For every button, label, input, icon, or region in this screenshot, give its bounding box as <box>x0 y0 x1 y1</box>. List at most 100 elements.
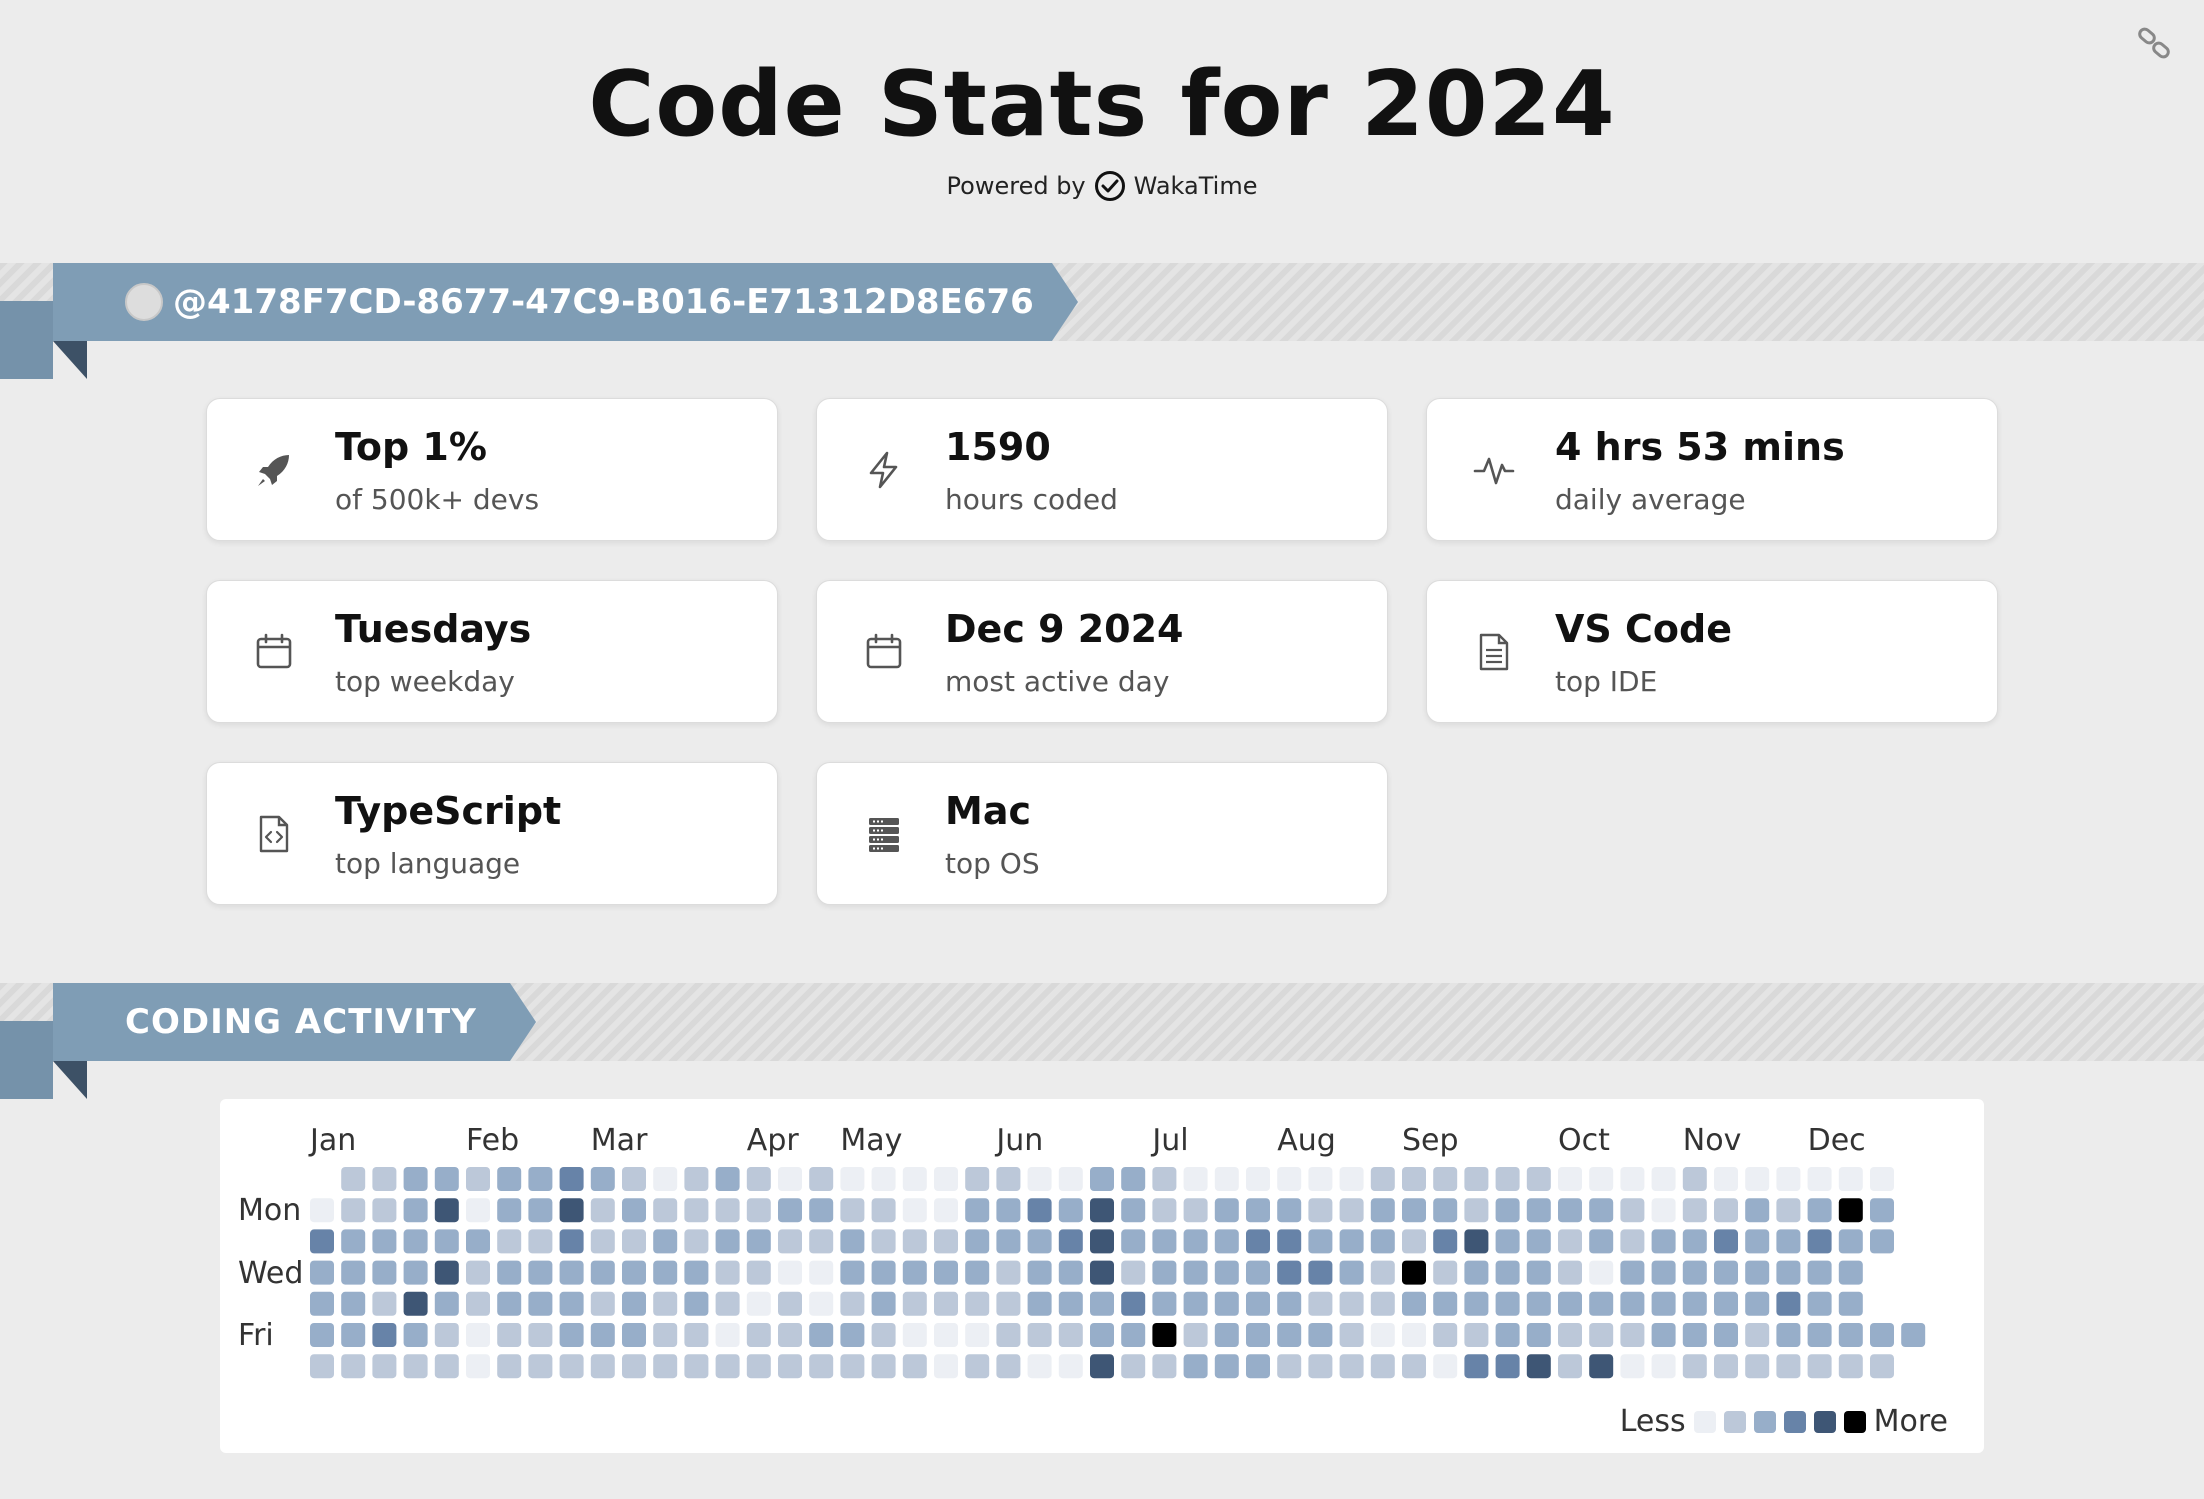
heatmap-cell[interactable] <box>1682 1229 1707 1254</box>
heatmap-cell[interactable] <box>1651 1260 1676 1285</box>
heatmap-cell[interactable] <box>1776 1229 1801 1254</box>
heatmap-cell[interactable] <box>1558 1323 1582 1347</box>
heatmap-cell[interactable] <box>497 1323 522 1347</box>
heatmap-cell[interactable] <box>1776 1198 1801 1223</box>
heatmap-cell[interactable] <box>528 1354 553 1379</box>
heatmap-cell[interactable] <box>1183 1291 1208 1316</box>
heatmap-cell[interactable] <box>1308 1260 1333 1285</box>
heatmap-cell[interactable] <box>996 1229 1021 1254</box>
heatmap-cell[interactable] <box>1308 1291 1333 1316</box>
heatmap-cell[interactable] <box>902 1229 927 1254</box>
heatmap-cell[interactable] <box>996 1198 1021 1223</box>
heatmap-cell[interactable] <box>1620 1260 1645 1285</box>
heatmap-cell[interactable] <box>653 1167 678 1191</box>
heatmap-cell[interactable] <box>1433 1229 1458 1254</box>
heatmap-cell[interactable] <box>466 1323 490 1347</box>
heatmap-cell[interactable] <box>1027 1323 1052 1347</box>
heatmap-cell[interactable] <box>1776 1260 1801 1285</box>
heatmap-cell[interactable] <box>1682 1167 1707 1191</box>
heatmap-cell[interactable] <box>1464 1167 1489 1191</box>
heatmap-cell[interactable] <box>1214 1323 1239 1347</box>
heatmap-cell[interactable] <box>1246 1260 1270 1285</box>
heatmap-cell[interactable] <box>1714 1323 1738 1347</box>
heatmap-cell[interactable] <box>528 1229 553 1254</box>
heatmap-cell[interactable] <box>590 1354 615 1379</box>
heatmap-cell[interactable] <box>1714 1198 1738 1223</box>
heatmap-cell[interactable] <box>715 1291 740 1316</box>
heatmap-cell[interactable] <box>372 1260 397 1285</box>
heatmap-cell[interactable] <box>466 1354 490 1379</box>
heatmap-cell[interactable] <box>1433 1323 1458 1347</box>
heatmap-cell[interactable] <box>1090 1229 1114 1254</box>
heatmap-cell[interactable] <box>434 1323 459 1347</box>
heatmap-cell[interactable] <box>715 1198 740 1223</box>
heatmap-cell[interactable] <box>1464 1198 1489 1223</box>
heatmap-cell[interactable] <box>1339 1354 1364 1379</box>
heatmap-cell[interactable] <box>871 1198 896 1223</box>
heatmap-cell[interactable] <box>1402 1323 1426 1347</box>
heatmap-cell[interactable] <box>1246 1167 1270 1191</box>
heatmap-cell[interactable] <box>1339 1291 1364 1316</box>
heatmap-cell[interactable] <box>434 1291 459 1316</box>
heatmap-cell[interactable] <box>1495 1229 1520 1254</box>
heatmap-cell[interactable] <box>653 1354 678 1379</box>
heatmap-cell[interactable] <box>1277 1198 1302 1223</box>
heatmap-cell[interactable] <box>434 1229 459 1254</box>
heatmap-cell[interactable] <box>1838 1291 1863 1316</box>
heatmap-cell[interactable] <box>1714 1291 1738 1316</box>
heatmap-cell[interactable] <box>1058 1323 1083 1347</box>
heatmap-cell[interactable] <box>1183 1260 1208 1285</box>
heatmap-cell[interactable] <box>1526 1229 1551 1254</box>
heatmap-cell[interactable] <box>1589 1198 1614 1223</box>
heatmap-cell[interactable] <box>840 1291 865 1316</box>
heatmap-cell[interactable] <box>1277 1260 1302 1285</box>
heatmap-cell[interactable] <box>1589 1291 1614 1316</box>
heatmap-cell[interactable] <box>310 1323 334 1347</box>
heatmap-cell[interactable] <box>746 1323 771 1347</box>
heatmap-cell[interactable] <box>1464 1229 1489 1254</box>
heatmap-cell[interactable] <box>653 1229 678 1254</box>
heatmap-cell[interactable] <box>653 1198 678 1223</box>
heatmap-cell[interactable] <box>590 1167 615 1191</box>
heatmap-cell[interactable] <box>871 1229 896 1254</box>
heatmap-cell[interactable] <box>403 1167 428 1191</box>
heatmap-cell[interactable] <box>1526 1167 1551 1191</box>
heatmap-cell[interactable] <box>746 1198 771 1223</box>
heatmap-cell[interactable] <box>1027 1354 1052 1379</box>
heatmap-cell[interactable] <box>684 1291 709 1316</box>
heatmap-cell[interactable] <box>1246 1354 1270 1379</box>
heatmap-cell[interactable] <box>965 1260 990 1285</box>
heatmap-cell[interactable] <box>1495 1291 1520 1316</box>
heatmap-cell[interactable] <box>934 1167 958 1191</box>
heatmap-cell[interactable] <box>434 1354 459 1379</box>
heatmap-cell[interactable] <box>871 1323 896 1347</box>
heatmap-cell[interactable] <box>1776 1291 1801 1316</box>
heatmap-cell[interactable] <box>840 1260 865 1285</box>
heatmap-cell[interactable] <box>840 1323 865 1347</box>
heatmap-cell[interactable] <box>902 1198 927 1223</box>
heatmap-cell[interactable] <box>684 1260 709 1285</box>
heatmap-cell[interactable] <box>1027 1167 1052 1191</box>
heatmap-cell[interactable] <box>1402 1291 1426 1316</box>
heatmap-cell[interactable] <box>1464 1323 1489 1347</box>
heatmap-cell[interactable] <box>1183 1354 1208 1379</box>
heatmap-cell[interactable] <box>746 1291 771 1316</box>
heatmap-cell[interactable] <box>559 1198 584 1223</box>
heatmap-cell[interactable] <box>1152 1198 1177 1223</box>
heatmap-cell[interactable] <box>1308 1323 1333 1347</box>
heatmap-cell[interactable] <box>715 1354 740 1379</box>
heatmap-cell[interactable] <box>434 1260 459 1285</box>
heatmap-cell[interactable] <box>559 1323 584 1347</box>
heatmap-cell[interactable] <box>1090 1354 1114 1379</box>
heatmap-cell[interactable] <box>840 1198 865 1223</box>
heatmap-cell[interactable] <box>622 1260 646 1285</box>
heatmap-cell[interactable] <box>1027 1291 1052 1316</box>
heatmap-cell[interactable] <box>653 1323 678 1347</box>
heatmap-cell[interactable] <box>653 1260 678 1285</box>
heatmap-cell[interactable] <box>372 1167 397 1191</box>
heatmap-cell[interactable] <box>497 1229 522 1254</box>
heatmap-cell[interactable] <box>497 1167 522 1191</box>
heatmap-cell[interactable] <box>1682 1291 1707 1316</box>
heatmap-cell[interactable] <box>1370 1323 1395 1347</box>
heatmap-cell[interactable] <box>1495 1198 1520 1223</box>
